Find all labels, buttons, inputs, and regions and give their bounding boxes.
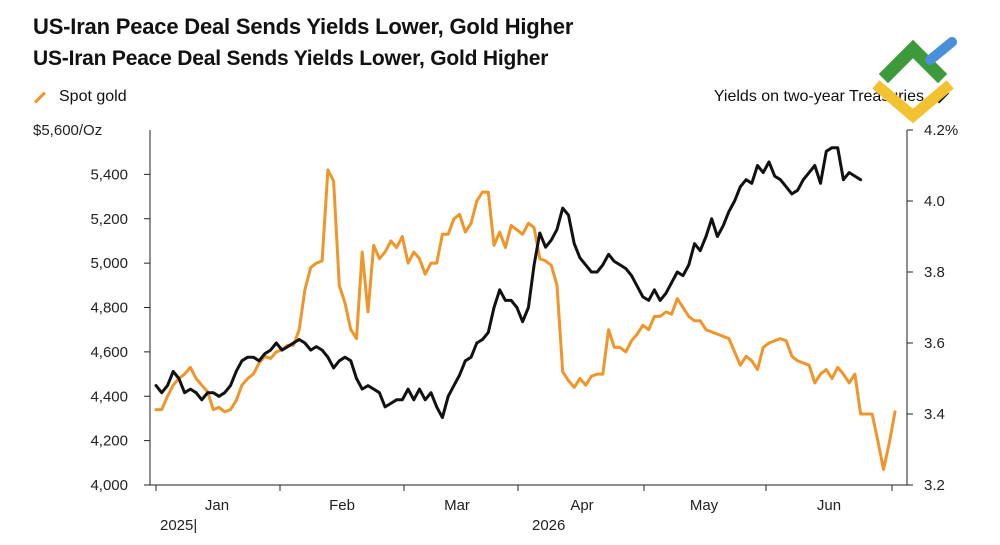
right-tick-label: 3.4 xyxy=(924,406,945,423)
left-tick-label: 5,200 xyxy=(90,211,128,228)
logo-blue-stroke xyxy=(925,37,957,65)
legend-gold-label: Spot gold xyxy=(59,88,127,105)
legend-spot-gold: Spot gold xyxy=(33,88,127,106)
series-line-two-year-yields xyxy=(154,146,863,420)
right-tick-label: 3.6 xyxy=(924,335,945,352)
x-year-label: 2025| xyxy=(160,517,197,534)
left-axis-top-label: $5,600/Oz xyxy=(33,122,102,139)
series-line-spot-gold xyxy=(154,168,897,471)
x-month-label: Apr xyxy=(570,497,593,514)
right-tick-label: 4.2% xyxy=(924,122,958,139)
logo-green-chevron xyxy=(878,39,948,84)
left-tick-label: 4,800 xyxy=(90,300,128,317)
left-tick-label: 4,400 xyxy=(90,388,128,405)
legend-yields-label: Yields on two-year Treasuries xyxy=(713,88,924,105)
right-tick-label: 3.8 xyxy=(924,264,945,281)
left-tick-label: 4,600 xyxy=(90,344,128,361)
logo-yellow-chevron xyxy=(872,80,954,124)
ticks-group: 4,000 4,200 4,400 4,600 4,800 5,000 5,200 5,400… xyxy=(33,122,958,534)
left-tick-label: 4,200 xyxy=(90,433,128,450)
x-month-label: Jun xyxy=(817,497,841,514)
left-tick-label: 4,000 xyxy=(90,477,128,494)
series-group xyxy=(154,146,897,471)
legend-yields: Yields on two-year Treasuries xyxy=(714,88,950,106)
x-month-label: Mar xyxy=(444,497,470,514)
x-month-label: May xyxy=(690,497,719,514)
x-month-label: Jan xyxy=(205,497,229,514)
brand-logo xyxy=(872,37,957,124)
left-tick-label: 5,000 xyxy=(90,255,128,272)
chart-subtitle: US-Iran Peace Deal Sends Yields Lower, G… xyxy=(33,47,549,70)
chart-title: US-Iran Peace Deal Sends Yields Lower, G… xyxy=(33,14,574,39)
right-tick-label: 3.2 xyxy=(924,477,945,494)
right-tick-label: 4.0 xyxy=(924,193,945,210)
x-month-label: Feb xyxy=(329,497,355,514)
left-tick-label: 5,400 xyxy=(90,166,128,183)
x-year-label: 2026 xyxy=(532,517,565,534)
